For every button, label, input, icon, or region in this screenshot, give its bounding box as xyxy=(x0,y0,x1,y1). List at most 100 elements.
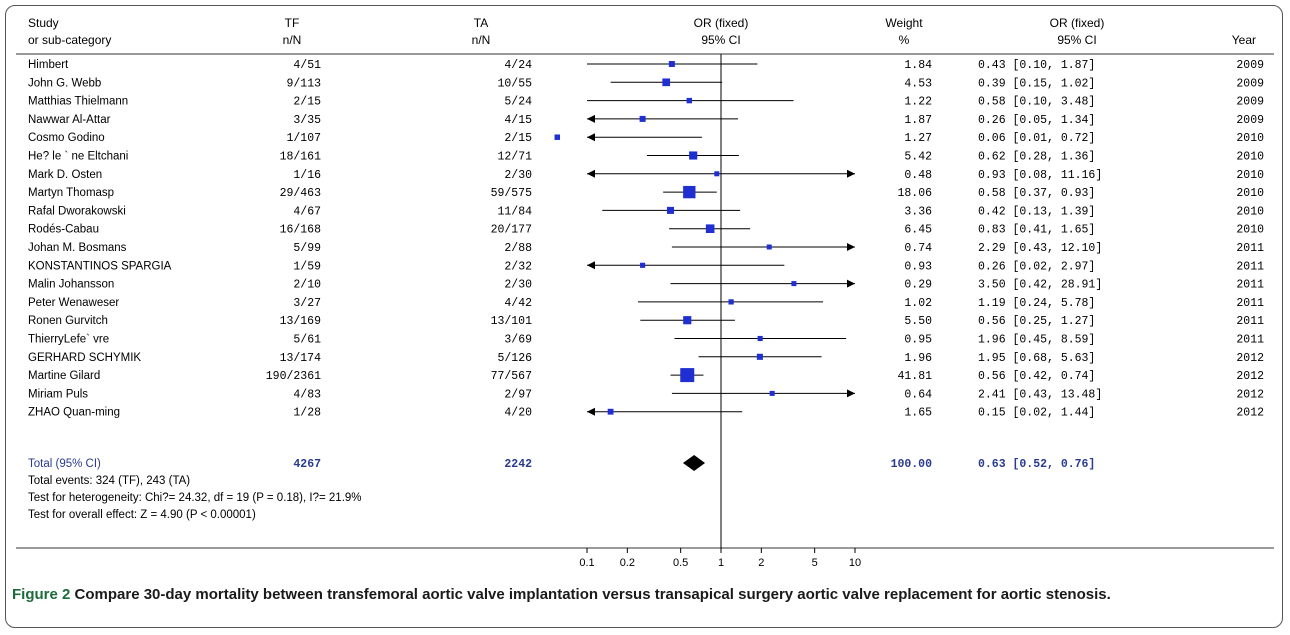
study-ci: 0.56 [0.42, 0.74] xyxy=(978,370,1095,383)
study-weight: 1.22 xyxy=(904,96,932,109)
figure-frame xyxy=(5,5,1283,628)
study-weight: 1.96 xyxy=(904,352,932,365)
table-header: Study or sub-category TF n/N TA n/N OR (… xyxy=(28,16,1256,47)
study-ta: 4/24 xyxy=(504,59,532,72)
study-tf: 9/113 xyxy=(286,77,321,90)
study-name: Johan M. Bosmans xyxy=(28,242,127,254)
ci-arrow-right xyxy=(847,389,855,398)
header-weight-1: Weight xyxy=(885,16,923,30)
study-ci: 0.93 [0.08, 11.16] xyxy=(978,169,1102,182)
study-year: 2011 xyxy=(1236,334,1264,347)
study-marker xyxy=(607,408,614,415)
study-year: 2009 xyxy=(1236,59,1264,72)
ci-arrow-right xyxy=(847,169,855,178)
total-diamond xyxy=(682,455,706,471)
study-ta: 10/55 xyxy=(497,77,532,90)
study-name: Mark D. Osten xyxy=(28,169,102,181)
study-ci: 0.26 [0.05, 1.34] xyxy=(978,114,1095,127)
study-ta: 4/15 xyxy=(504,114,532,127)
header-or-text-1: OR (fixed) xyxy=(1050,16,1105,30)
ci-arrow-right xyxy=(847,243,855,251)
forest-plot: Study or sub-category TF n/N TA n/N OR (… xyxy=(16,16,1274,569)
study-tf: 3/35 xyxy=(293,114,321,127)
study-marker xyxy=(640,262,646,268)
study-ci: 0.56 [0.25, 1.27] xyxy=(978,315,1095,328)
study-tf: 29/463 xyxy=(280,187,322,200)
study-name: Martine Gilard xyxy=(28,370,100,382)
study-name: KONSTANTINOS SPARGIA xyxy=(28,260,172,272)
ci-arrow-left xyxy=(587,114,595,123)
total-ci: 0.63 [0.52, 0.76] xyxy=(978,458,1095,471)
x-tick-label: 10 xyxy=(849,557,861,569)
study-ci: 0.15 [0.02, 1.44] xyxy=(978,407,1095,420)
study-weight: 1.87 xyxy=(904,114,932,127)
study-marker xyxy=(757,335,763,342)
x-tick-label: 0.2 xyxy=(620,557,635,569)
study-weight: 5.42 xyxy=(904,151,932,164)
ci-arrow-left xyxy=(587,407,595,416)
footer-heterogeneity: Test for heterogeneity: Chi?= 24.32, df … xyxy=(28,492,362,504)
study-name: He? le ` ne Eltchani xyxy=(28,151,128,163)
x-tick-label: 5 xyxy=(812,557,818,569)
study-tf: 5/99 xyxy=(293,242,321,255)
study-name: Rafal Dworakowski xyxy=(28,205,126,217)
study-marker xyxy=(689,151,698,160)
x-tick-label: 1 xyxy=(718,557,724,569)
study-weight: 1.27 xyxy=(904,132,932,145)
study-tf: 1/59 xyxy=(293,260,321,273)
footer-overall: Test for overall effect: Z = 4.90 (P < 0… xyxy=(28,509,256,521)
study-marker xyxy=(666,206,675,214)
study-ci: 0.26 [0.02, 2.97] xyxy=(978,260,1095,273)
study-ci: 1.19 [0.24, 5.78] xyxy=(978,297,1095,310)
study-year: 2011 xyxy=(1236,279,1264,292)
study-year: 2011 xyxy=(1236,297,1264,310)
study-year: 2009 xyxy=(1236,114,1264,127)
study-weight: 0.64 xyxy=(904,388,932,401)
study-ta: 13/101 xyxy=(491,315,533,328)
study-weight: 0.48 xyxy=(904,169,932,182)
study-tf: 4/67 xyxy=(293,205,321,218)
header-study-2: or sub-category xyxy=(28,33,111,47)
total-tf: 4267 xyxy=(293,458,321,471)
study-ta: 2/15 xyxy=(504,132,532,145)
study-tf: 16/168 xyxy=(280,224,322,237)
ci-arrow-left xyxy=(587,261,595,270)
study-marker xyxy=(680,368,695,383)
caption-text: Compare 30-day mortality between transfe… xyxy=(74,586,1111,603)
study-name: Nawwar Al-Attar xyxy=(28,114,111,126)
study-tf: 4/51 xyxy=(293,59,321,72)
study-ta: 2/30 xyxy=(504,279,532,292)
study-marker xyxy=(791,281,797,287)
study-ta: 77/567 xyxy=(491,370,532,383)
study-ta: 3/69 xyxy=(504,334,532,347)
figure-caption: Figure 2 Compare 30-day mortality betwee… xyxy=(12,584,1274,605)
study-year: 2011 xyxy=(1236,315,1264,328)
x-axis: 0.1 0.2 0.5 1 2 5 10 xyxy=(579,548,861,569)
study-ta: 4/20 xyxy=(504,407,532,420)
x-tick-label: 2 xyxy=(758,557,764,569)
study-tf: 13/169 xyxy=(280,315,322,328)
study-name: ThierryLefe` vre xyxy=(28,334,109,346)
study-ci: 1.95 [0.68, 5.63] xyxy=(978,352,1095,365)
total-diamond-group xyxy=(682,455,706,471)
study-marker xyxy=(686,97,693,104)
header-ta-1: TA xyxy=(474,16,488,30)
study-ci: 0.43 [0.10, 1.87] xyxy=(978,59,1095,72)
study-year: 2010 xyxy=(1236,187,1264,200)
study-ci: 2.29 [0.43, 12.10] xyxy=(978,242,1102,255)
study-year: 2012 xyxy=(1236,352,1264,365)
study-ci: 1.96 [0.45, 8.59] xyxy=(978,334,1095,347)
footer-events: Total events: 324 (TF), 243 (TA) xyxy=(28,475,190,487)
study-name: Martyn Thomasp xyxy=(28,187,114,199)
study-weight: 1.84 xyxy=(904,59,932,72)
x-tick-label: 0.1 xyxy=(579,557,594,569)
study-name: John G. Webb xyxy=(28,77,101,89)
study-year: 2009 xyxy=(1236,77,1264,90)
study-tf: 18/161 xyxy=(280,151,322,164)
study-year: 2012 xyxy=(1236,388,1264,401)
study-name: Ronen Gurvitch xyxy=(28,315,108,327)
study-ta: 59/575 xyxy=(491,187,533,200)
study-marker xyxy=(639,115,646,122)
study-name: Matthias Thielmann xyxy=(28,96,128,108)
study-rows: Himbert 4/51 4/24 1.84 0.43 [0.10, 1.87] 2009… xyxy=(28,59,1264,420)
